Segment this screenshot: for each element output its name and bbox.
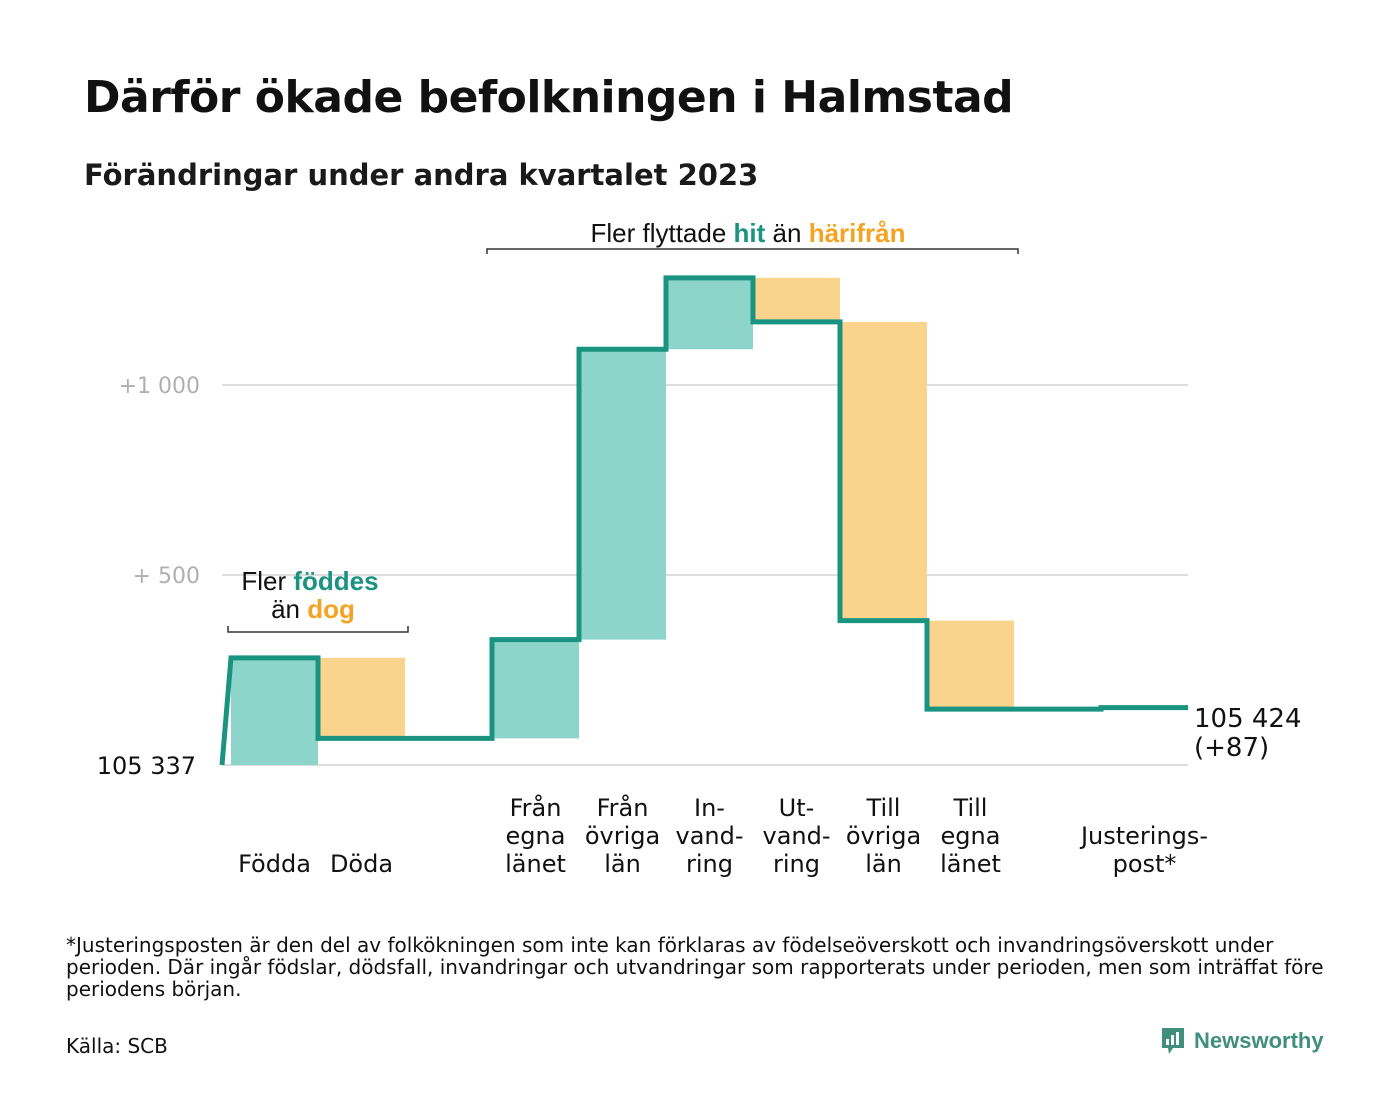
category-label: Ut- xyxy=(779,794,815,822)
births-annotation-bracket xyxy=(227,626,409,633)
category-label: post* xyxy=(1113,850,1177,878)
category-label: ring xyxy=(773,850,820,878)
page-title: Därför ökade befolkningen i Halmstad xyxy=(84,72,1014,123)
category-label: In- xyxy=(694,794,725,822)
category-label: Födda xyxy=(238,850,311,878)
category-label: egna xyxy=(506,822,566,850)
increase-bar xyxy=(666,277,753,350)
source-note: Källa: SCB xyxy=(66,1034,168,1058)
category-label: län xyxy=(604,850,641,878)
brand: Newsworthy xyxy=(1160,1026,1324,1056)
category-label: Från xyxy=(510,793,562,822)
migration-annotation-bracket xyxy=(486,248,1019,254)
category-label: egna xyxy=(941,822,1001,850)
category-label: övriga xyxy=(585,822,660,850)
brand-name: Newsworthy xyxy=(1194,1028,1324,1053)
category-label: ring xyxy=(686,850,733,878)
cumulative-step-line xyxy=(219,275,1188,766)
births-annotation-line2: än dog xyxy=(271,594,355,624)
footnote: *Justeringsposten är den del av folkökni… xyxy=(66,933,1324,1001)
category-label: Till xyxy=(866,794,901,822)
births-annotation-line1: Fler föddes xyxy=(241,566,378,596)
newsworthy-logo-icon xyxy=(1162,1028,1184,1054)
increase-bar xyxy=(231,657,318,765)
increase-bar xyxy=(579,349,666,640)
category-label: Döda xyxy=(330,850,393,878)
category-label: Till xyxy=(953,794,988,822)
decrease-bar xyxy=(318,657,405,739)
decrease-bar xyxy=(753,277,840,322)
page-subtitle: Förändringar under andra kvartalet 2023 xyxy=(84,158,759,192)
category-label: län xyxy=(865,850,902,878)
end-value-label: 105 424 xyxy=(1194,704,1302,734)
category-label: Från xyxy=(597,793,649,822)
start-value-label: 105 337 xyxy=(97,752,196,780)
category-label: övriga xyxy=(846,822,921,850)
decrease-bar xyxy=(840,321,927,621)
category-label: länet xyxy=(505,850,566,878)
category-label: vand- xyxy=(762,822,830,850)
category-label: länet xyxy=(940,850,1001,878)
migration-annotation: Fler flyttade hit än härifrån xyxy=(590,218,905,248)
category-label: vand- xyxy=(675,822,743,850)
increase-bar xyxy=(492,639,579,739)
y-tick-label: +1 000 xyxy=(119,374,200,399)
category-label: Justerings- xyxy=(1079,822,1208,850)
end-change-label: (+87) xyxy=(1194,733,1269,763)
decrease-bar xyxy=(927,620,1014,710)
y-tick-label: + 500 xyxy=(133,564,200,589)
